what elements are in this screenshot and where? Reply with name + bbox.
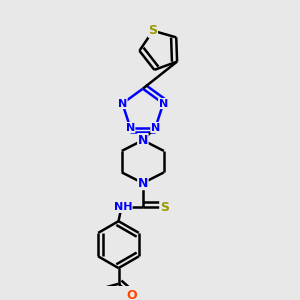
- Text: N: N: [138, 134, 148, 147]
- Text: N: N: [138, 177, 148, 190]
- Text: N: N: [126, 122, 135, 133]
- Text: S: S: [148, 24, 158, 37]
- Text: NH: NH: [114, 202, 132, 212]
- Text: N: N: [151, 122, 160, 133]
- Text: O: O: [126, 289, 137, 300]
- Text: N: N: [118, 98, 127, 109]
- Text: S: S: [160, 201, 169, 214]
- Text: N: N: [159, 98, 168, 109]
